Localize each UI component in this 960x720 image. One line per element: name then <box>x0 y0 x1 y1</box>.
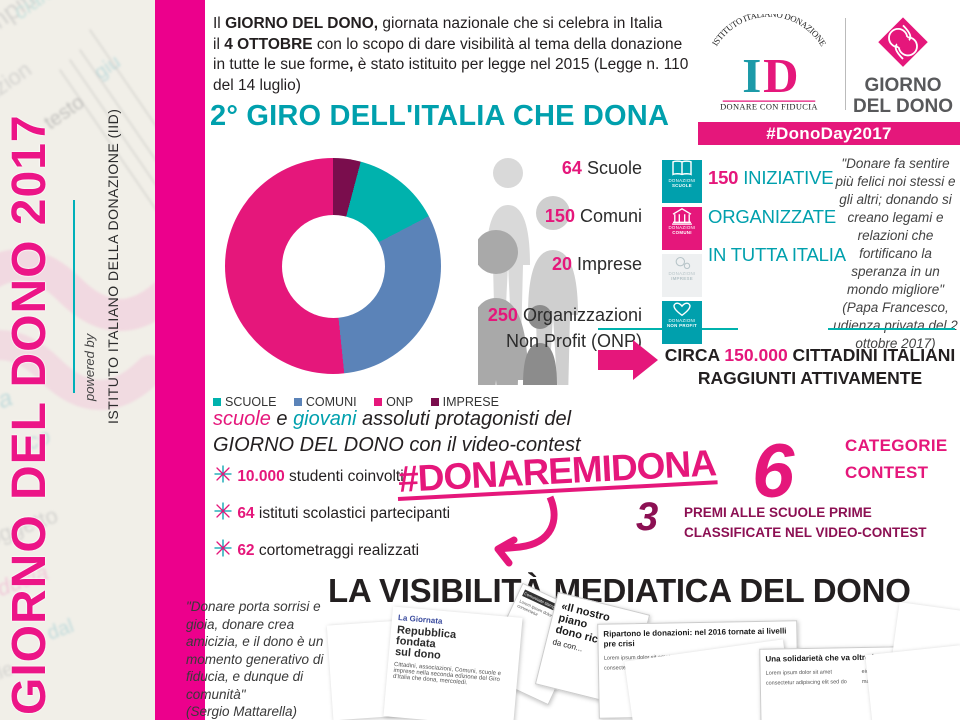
svg-text:D: D <box>763 48 798 103</box>
svg-text:DONARE CON FIDUCIA: DONARE CON FIDUCIA <box>720 101 818 111</box>
svg-text:ISTITUTO ITALIANO DONAZIONE: ISTITUTO ITALIANO DONAZIONE <box>710 14 828 48</box>
svg-text:I: I <box>742 48 761 103</box>
